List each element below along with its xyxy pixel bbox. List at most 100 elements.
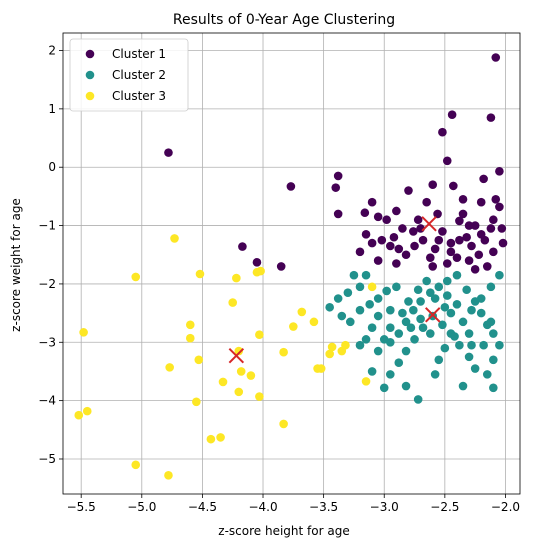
data-point (458, 195, 468, 204)
data-point (385, 241, 395, 251)
data-point (495, 202, 504, 212)
data-point (482, 262, 492, 271)
data-point (446, 308, 456, 318)
data-point (367, 238, 377, 248)
data-point (361, 377, 371, 386)
data-point (489, 215, 498, 225)
data-point (392, 259, 401, 268)
data-point (489, 329, 498, 338)
data-point (367, 367, 377, 376)
data-point (377, 235, 387, 245)
legend: Cluster 1 Cluster 2 Cluster 3 (69, 38, 189, 112)
data-point (297, 307, 307, 317)
data-point (345, 317, 355, 327)
centroid-markers (228, 216, 441, 364)
data-point (422, 197, 431, 207)
data-point (195, 269, 205, 279)
data-point (256, 266, 265, 276)
chart-title: Results of 0-Year Age Clustering (173, 12, 395, 28)
legend-label: Cluster 2 (112, 68, 166, 82)
data-point (398, 224, 407, 233)
data-point (486, 282, 496, 292)
data-point (455, 216, 464, 226)
centroid-marker (425, 307, 441, 323)
data-point (495, 167, 504, 176)
data-point (286, 182, 296, 191)
data-point (486, 113, 496, 122)
data-point (495, 270, 504, 280)
data-point (489, 383, 498, 393)
data-point (79, 328, 88, 337)
data-point (316, 364, 326, 373)
data-point (170, 234, 179, 243)
centroid-stroke (421, 216, 437, 232)
data-point (455, 235, 464, 245)
centroid-marker (228, 347, 245, 364)
data-point (365, 300, 374, 309)
data-point (361, 270, 371, 280)
legend-marker (85, 49, 95, 59)
data-point (452, 300, 462, 309)
data-point (464, 352, 474, 362)
data-point (373, 212, 383, 222)
data-point (394, 358, 404, 368)
data-point (392, 206, 401, 216)
data-point (367, 323, 377, 332)
x-tick-label: −3.5 (309, 500, 338, 514)
data-point (361, 335, 371, 344)
data-point (413, 215, 423, 225)
y-tick-label: −1 (38, 219, 56, 233)
data-point (440, 343, 450, 353)
data-point (498, 238, 508, 248)
data-point (165, 363, 174, 372)
data-point (464, 256, 474, 265)
data-point (246, 371, 256, 380)
data-point (404, 297, 413, 306)
data-point (349, 270, 359, 280)
data-point (470, 221, 480, 230)
data-point (343, 288, 353, 297)
y-tick-label: −2 (38, 277, 56, 291)
data-point (455, 340, 464, 350)
data-point (467, 340, 476, 350)
data-point (333, 294, 343, 303)
data-point (452, 270, 462, 280)
x-tick-label: −2.5 (430, 500, 459, 514)
data-point (279, 347, 288, 357)
data-point (479, 340, 488, 350)
data-point (467, 241, 476, 251)
data-point (462, 285, 471, 295)
data-point (442, 259, 452, 268)
data-point (410, 335, 419, 344)
data-point (458, 381, 468, 391)
data-point (234, 387, 244, 397)
data-point (276, 262, 286, 271)
data-point (476, 308, 486, 318)
x-tick-label: −2.0 (491, 500, 520, 514)
data-point (470, 265, 480, 274)
data-point (341, 340, 350, 350)
data-point (385, 370, 395, 379)
legend-box (69, 38, 189, 112)
data-point (379, 383, 389, 393)
data-point (413, 395, 423, 404)
data-point (164, 148, 173, 157)
data-point (325, 349, 334, 359)
data-point (409, 305, 418, 315)
data-point (452, 253, 462, 262)
data-point (489, 355, 498, 365)
data-point (255, 392, 264, 401)
legend-marker (85, 91, 95, 101)
x-tick-label: −4.5 (188, 500, 217, 514)
data-point (476, 230, 486, 239)
data-point (476, 294, 486, 303)
centroid-stroke (425, 307, 441, 323)
grid-lines (63, 33, 520, 494)
data-point (373, 311, 383, 321)
legend-label: Cluster 3 (112, 89, 166, 103)
data-point (458, 209, 468, 219)
data-point (458, 317, 468, 327)
series-3 (74, 234, 377, 480)
data-point (392, 282, 401, 292)
